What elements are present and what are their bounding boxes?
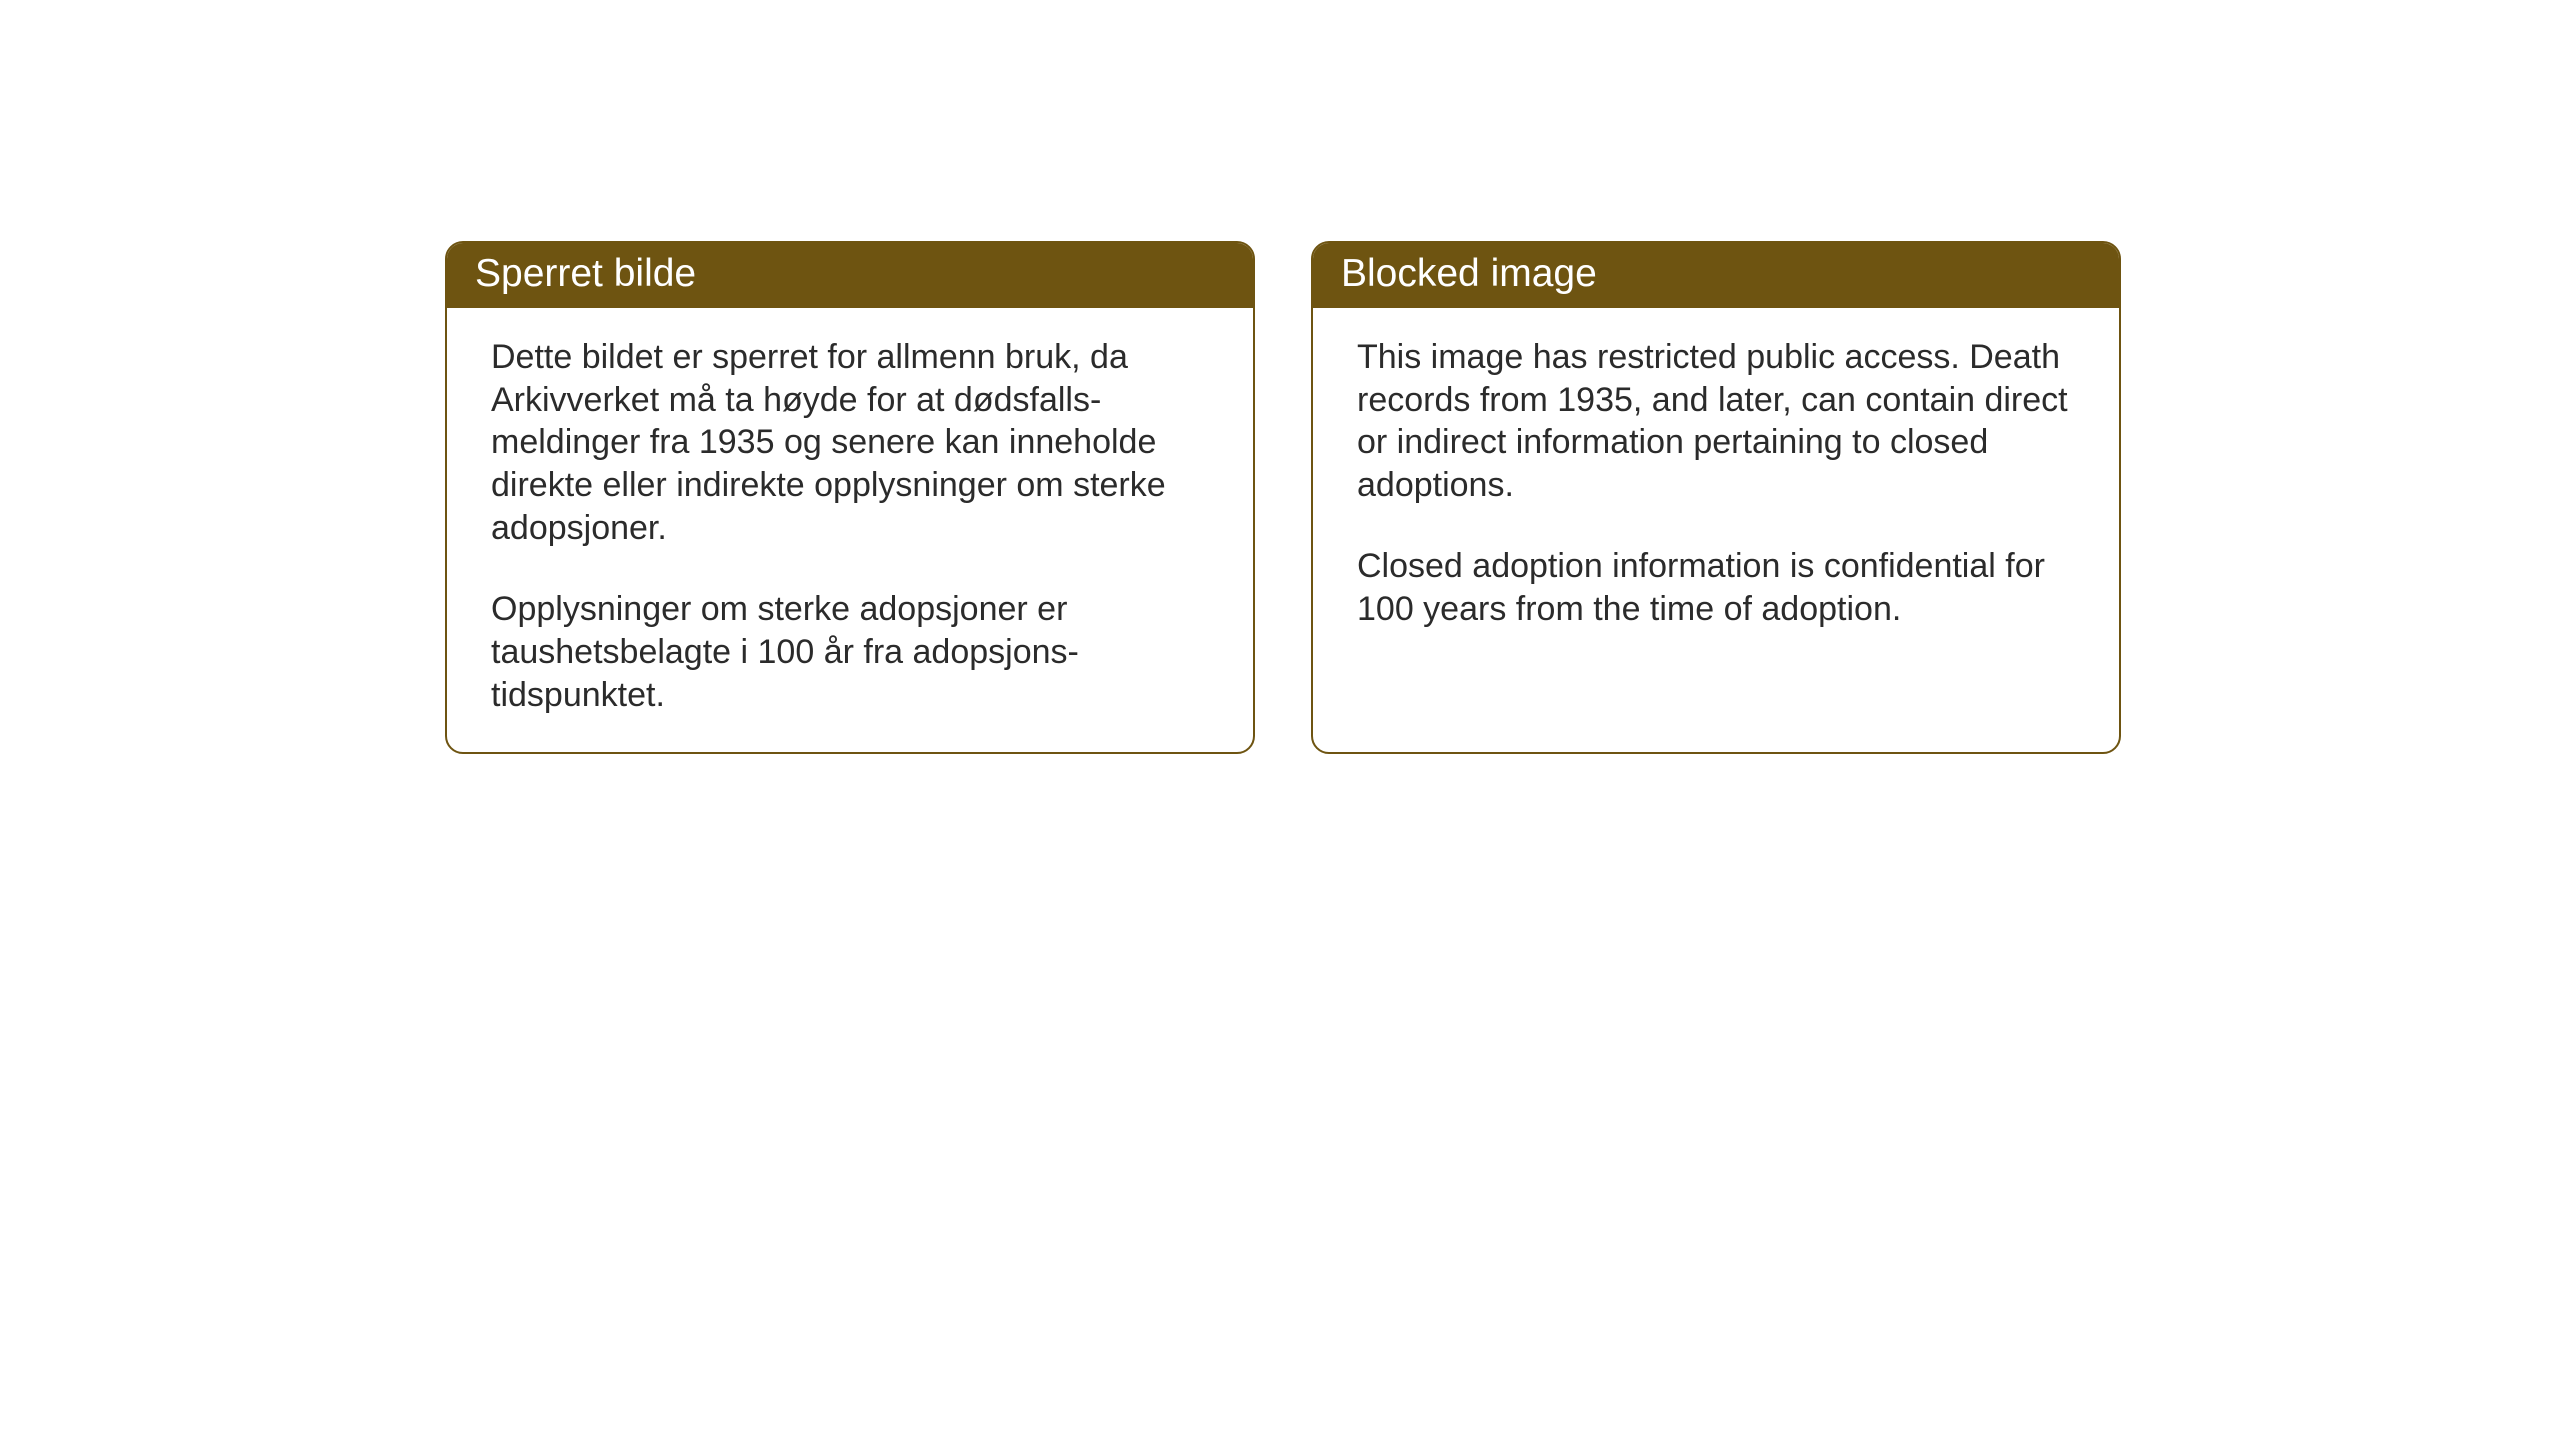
card-paragraph-1-norwegian: Dette bildet er sperret for allmenn bruk… bbox=[491, 336, 1209, 550]
card-paragraph-2-norwegian: Opplysninger om sterke adopsjoner er tau… bbox=[491, 588, 1209, 716]
card-header-norwegian: Sperret bilde bbox=[447, 243, 1253, 308]
card-body-norwegian: Dette bildet er sperret for allmenn bruk… bbox=[447, 308, 1253, 753]
notice-container: Sperret bilde Dette bildet er sperret fo… bbox=[445, 241, 2121, 754]
card-paragraph-1-english: This image has restricted public access.… bbox=[1357, 336, 2075, 507]
card-header-english: Blocked image bbox=[1313, 243, 2119, 308]
card-paragraph-2-english: Closed adoption information is confident… bbox=[1357, 545, 2075, 631]
card-body-english: This image has restricted public access.… bbox=[1313, 308, 2119, 708]
notice-card-norwegian: Sperret bilde Dette bildet er sperret fo… bbox=[445, 241, 1255, 754]
notice-card-english: Blocked image This image has restricted … bbox=[1311, 241, 2121, 754]
